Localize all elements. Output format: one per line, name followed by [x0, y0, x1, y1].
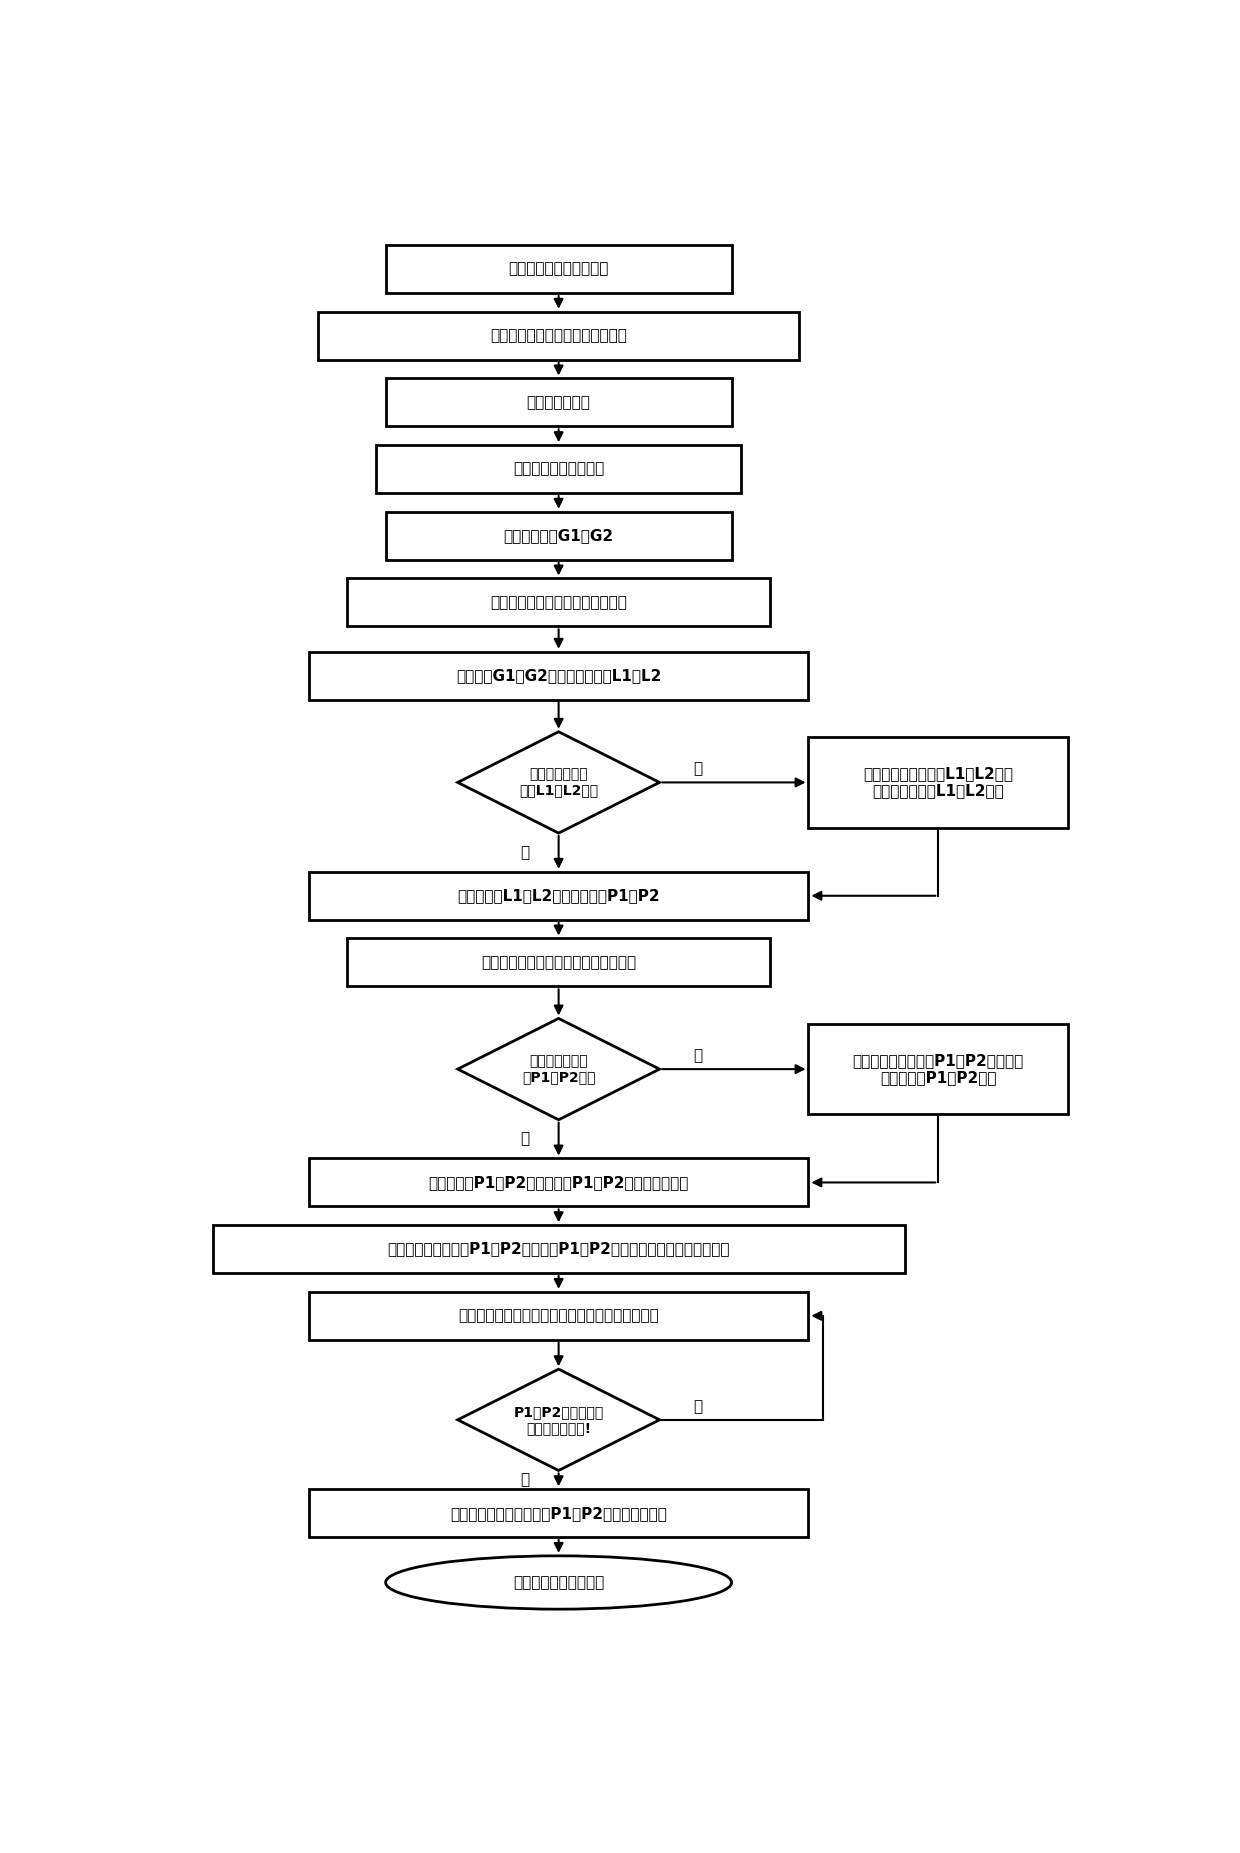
Text: 微调激光点P1、P2的位置，使P1、P2图像灰度值最大: 微调激光点P1、P2的位置，使P1、P2图像灰度值最大 [429, 1175, 688, 1190]
Text: 确定卫星摆放位置和方向: 确定卫星摆放位置和方向 [508, 261, 609, 276]
Text: 设置成像工装G1、G2: 设置成像工装G1、G2 [503, 528, 614, 543]
Polygon shape [458, 1019, 660, 1119]
FancyBboxPatch shape [347, 578, 770, 626]
Text: 是: 是 [521, 845, 529, 860]
Text: 在激光垂线L1、L2上照射激光点P1、P2: 在激光垂线L1、L2上照射激光点P1、P2 [458, 888, 660, 902]
Text: 转台摆放到位并将法兰面调至水平: 转台摆放到位并将法兰面调至水平 [490, 328, 627, 343]
Text: 缓慢调整转台法兰面高度，持续观察载荷图像曲线: 缓慢调整转台法兰面高度，持续观察载荷图像曲线 [459, 1308, 658, 1323]
Text: 沿垂直方向逐步调整P1、P2位置，使P1、P2均处于消光设备槽口中心线上: 沿垂直方向逐步调整P1、P2位置，使P1、P2均处于消光设备槽口中心线上 [387, 1242, 730, 1256]
Text: 载荷能否对激光
点P1、P2成像: 载荷能否对激光 点P1、P2成像 [522, 1054, 595, 1084]
FancyBboxPatch shape [309, 871, 808, 919]
Text: 载荷能否对激光
条线L1、L2成像: 载荷能否对激光 条线L1、L2成像 [520, 767, 598, 797]
Text: 微调转台法兰面高度，使P1、P2成像灰度位最大: 微调转台法兰面高度，使P1、P2成像灰度位最大 [450, 1506, 667, 1521]
FancyBboxPatch shape [808, 737, 1068, 828]
Text: 关闭激光条线，观察载荷通道图像曲线: 关闭激光条线，观察载荷通道图像曲线 [481, 954, 636, 969]
FancyBboxPatch shape [309, 1292, 808, 1340]
Polygon shape [458, 732, 660, 834]
Text: 是: 是 [521, 1132, 529, 1147]
Text: 成像工装G1、G2上照射激光条线L1、L2: 成像工装G1、G2上照射激光条线L1、L2 [456, 669, 661, 684]
Text: 光学载荷视场范围预估: 光学载荷视场范围预估 [513, 461, 604, 476]
Ellipse shape [386, 1557, 732, 1608]
FancyBboxPatch shape [386, 245, 732, 293]
FancyBboxPatch shape [319, 311, 799, 359]
Text: 完成载荷视场对准工作: 完成载荷视场对准工作 [513, 1575, 604, 1590]
Text: 否: 否 [693, 1399, 703, 1414]
FancyBboxPatch shape [386, 511, 732, 560]
Polygon shape [458, 1369, 660, 1471]
FancyBboxPatch shape [347, 938, 770, 986]
FancyBboxPatch shape [213, 1225, 905, 1273]
FancyBboxPatch shape [386, 378, 732, 426]
FancyBboxPatch shape [309, 1158, 808, 1206]
Text: 否: 否 [693, 1049, 703, 1064]
FancyBboxPatch shape [309, 652, 808, 700]
Text: 沿垂直方向缓慢调整P1、P2的位置，
直至载荷对P1、P2成像: 沿垂直方向缓慢调整P1、P2的位置， 直至载荷对P1、P2成像 [853, 1053, 1024, 1086]
Text: 卫星安装于转台: 卫星安装于转台 [527, 395, 590, 410]
Text: 载荷开机，观察遥感图像灰度曲线: 载荷开机，观察遥感图像灰度曲线 [490, 595, 627, 610]
Text: 否: 否 [693, 762, 703, 776]
FancyBboxPatch shape [376, 445, 742, 493]
Text: 沿水平方向缓慢调整L1、L2的位
置，直至载荷对L1、L2成像: 沿水平方向缓慢调整L1、L2的位 置，直至载荷对L1、L2成像 [863, 767, 1013, 799]
Text: 是: 是 [521, 1473, 529, 1488]
FancyBboxPatch shape [808, 1023, 1068, 1114]
Text: P1、P2是否再次出
现在载荷图像中!: P1、P2是否再次出 现在载荷图像中! [513, 1405, 604, 1434]
FancyBboxPatch shape [309, 1490, 808, 1538]
